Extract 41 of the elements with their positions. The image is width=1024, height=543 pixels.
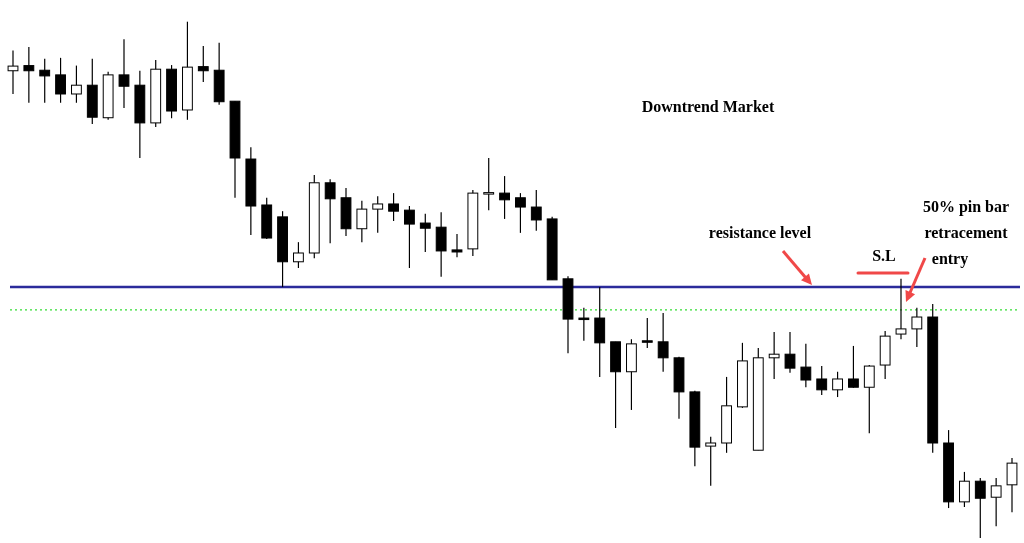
candlestick [705, 436, 717, 487]
candlestick [419, 213, 431, 253]
candlestick [911, 307, 923, 348]
candlestick [388, 192, 399, 222]
candlestick [39, 58, 51, 104]
ref-line-label: resistance level [708, 224, 812, 242]
candlestick [800, 343, 812, 388]
candlestick [863, 364, 875, 434]
candlestick [118, 38, 130, 109]
candlestick [641, 317, 653, 349]
text: Downtrend Market [641, 98, 775, 115]
candlestick [435, 211, 447, 278]
candlestick [974, 477, 986, 539]
candlestick [832, 371, 843, 398]
candlestick [990, 477, 1002, 527]
candlestick [578, 307, 590, 342]
candlestick [71, 64, 82, 104]
candlestick [959, 471, 970, 508]
candlestick [657, 312, 669, 373]
candlestick [768, 331, 780, 380]
candlestick [816, 365, 828, 396]
candlestick [1006, 457, 1018, 513]
candlestick [530, 189, 542, 232]
candlestick [404, 205, 415, 269]
candlestick [55, 57, 66, 104]
candlestick [483, 157, 495, 211]
candlestick [499, 175, 510, 220]
candlestick [784, 331, 796, 374]
candlestick [515, 192, 526, 234]
candlestick [23, 46, 35, 104]
annotation: S.L [872, 247, 896, 264]
candlestick [293, 241, 304, 269]
candlestick [7, 50, 19, 95]
candlestick [356, 200, 368, 243]
candlestick [324, 178, 336, 244]
candlestick [372, 195, 384, 234]
candlestick [451, 233, 463, 258]
candlestick [197, 45, 209, 83]
annotation: 50% pin bar retracement entry [922, 198, 1010, 268]
candlestick [848, 345, 859, 389]
candlestick [895, 278, 907, 340]
